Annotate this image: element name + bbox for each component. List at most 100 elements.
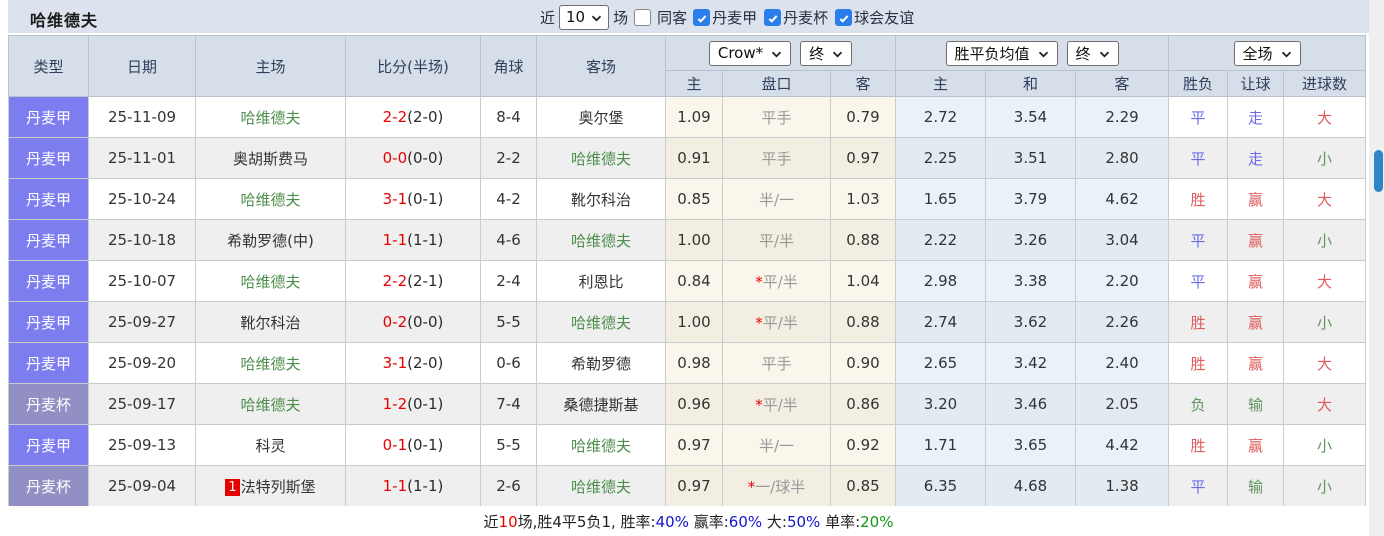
avg-home-cell: 2.98 bbox=[895, 260, 986, 302]
date-cell: 25-10-24 bbox=[88, 178, 196, 220]
scrollbar-thumb[interactable] bbox=[1374, 150, 1383, 192]
score-cell: 2-2(2-1) bbox=[345, 260, 481, 302]
scope-value: 全场 bbox=[1242, 44, 1273, 63]
result-cell: 平 bbox=[1168, 465, 1229, 507]
date-cell: 25-09-17 bbox=[88, 383, 196, 425]
home-team-name: 哈维德夫 bbox=[240, 272, 301, 291]
corner-cell: 5-5 bbox=[480, 424, 537, 466]
away-team-name: 靴尔科治 bbox=[570, 190, 631, 209]
handicap-cell: 半/一 bbox=[722, 178, 831, 220]
sub-header-result: 胜负 bbox=[1168, 70, 1229, 97]
corner-cell: 2-6 bbox=[480, 465, 537, 507]
handicap-result-cell: 赢 bbox=[1227, 219, 1285, 261]
scope-select[interactable]: 全场 bbox=[1233, 40, 1301, 66]
avg-draw-cell: 3.26 bbox=[985, 219, 1076, 261]
average-time-select[interactable]: 终 bbox=[1066, 40, 1119, 66]
odds-home-cell: 1.00 bbox=[665, 219, 723, 261]
match-type-cell: 丹麦甲 bbox=[8, 342, 89, 384]
table-row: 丹麦甲 25-10-18 希勒罗德(中) 1-1(1-1) 4-6 哈维德夫 1… bbox=[8, 219, 1367, 261]
full-time-score: 1-1 bbox=[382, 231, 408, 249]
league-checkbox[interactable] bbox=[693, 8, 711, 26]
chevron-down-icon bbox=[591, 8, 602, 26]
odds-time-select[interactable]: 终 bbox=[800, 40, 853, 66]
league-checkbox[interactable] bbox=[835, 8, 853, 26]
handicap-result-cell: 走 bbox=[1227, 137, 1285, 179]
chevron-down-icon bbox=[1038, 44, 1049, 62]
odds-company-value: Crow* bbox=[717, 44, 764, 62]
home-team-name: 奥胡斯费马 bbox=[232, 149, 308, 168]
avg-away-cell: 2.05 bbox=[1074, 383, 1170, 425]
score-cell: 3-1(0-1) bbox=[345, 178, 481, 220]
handicap-value: 半/一 bbox=[758, 190, 795, 209]
recent-label: 近 bbox=[540, 8, 556, 27]
date-cell: 25-10-18 bbox=[88, 219, 196, 261]
odds-company-select[interactable]: Crow* bbox=[708, 40, 792, 66]
home-team-cell: 哈维德夫 bbox=[195, 260, 346, 302]
full-time-score: 1-1 bbox=[382, 477, 408, 495]
avg-home-cell: 2.65 bbox=[895, 342, 986, 384]
average-odds-group: 胜平负均值 终 bbox=[894, 35, 1170, 71]
odds-away-cell: 0.88 bbox=[830, 219, 896, 261]
same-opponent-checkbox[interactable] bbox=[634, 8, 652, 26]
summary-footer: 近10场,胜4平5负1, 胜率:40% 赢率:60% 大:50% 单率:20% bbox=[8, 506, 1369, 536]
score-cell: 1-1(1-1) bbox=[345, 465, 481, 507]
odds-away-cell: 0.86 bbox=[830, 383, 896, 425]
handicap-result-cell: 输 bbox=[1227, 383, 1285, 425]
date-cell: 25-09-04 bbox=[88, 465, 196, 507]
odds-away-cell: 1.04 bbox=[830, 260, 896, 302]
result-cell: 胜 bbox=[1168, 342, 1229, 384]
full-time-score: 2-2 bbox=[382, 108, 408, 126]
full-time-score: 3-1 bbox=[382, 190, 408, 208]
handicap-value: 一/球半 bbox=[755, 477, 806, 496]
handicap-result-cell: 赢 bbox=[1227, 342, 1285, 384]
result-cell: 胜 bbox=[1168, 301, 1229, 343]
handicap-cell: *平/半 bbox=[722, 260, 831, 302]
avg-home-cell: 6.35 bbox=[895, 465, 986, 507]
away-team-cell: 希勒罗德 bbox=[536, 342, 666, 384]
half-time-score: (0-1) bbox=[407, 436, 444, 454]
home-team-name: 法特列斯堡 bbox=[240, 477, 316, 496]
sub-header-avg-draw: 和 bbox=[985, 70, 1076, 97]
home-team-cell: 哈维德夫 bbox=[195, 383, 346, 425]
handicap-cell: *平/半 bbox=[722, 301, 831, 343]
odds-away-cell: 0.97 bbox=[830, 137, 896, 179]
half-time-score: (0-1) bbox=[407, 190, 444, 208]
scrollbar-track[interactable] bbox=[1369, 0, 1384, 536]
recent-count-select[interactable]: 10 bbox=[559, 4, 610, 30]
corner-cell: 2-2 bbox=[480, 137, 537, 179]
odds-home-cell: 0.84 bbox=[665, 260, 723, 302]
result-cell: 平 bbox=[1168, 260, 1229, 302]
home-team-cell: 奥胡斯费马 bbox=[195, 137, 346, 179]
home-team-cell: 1 法特列斯堡 bbox=[195, 465, 346, 507]
odds-away-cell: 0.92 bbox=[830, 424, 896, 466]
half-time-score: (2-1) bbox=[407, 272, 444, 290]
home-team-cell: 哈维德夫 bbox=[195, 178, 346, 220]
col-header-score: 比分(半场) bbox=[345, 35, 481, 97]
full-time-score: 0-0 bbox=[382, 149, 408, 167]
sub-header-odds-away: 客 bbox=[830, 70, 896, 97]
summary-part: 大: bbox=[762, 513, 787, 531]
match-table-body: 丹麦甲 25-11-09 哈维德夫 2-2(2-0) 8-4 奥尔堡 1.09 … bbox=[8, 96, 1367, 507]
sub-header-odds-home: 主 bbox=[665, 70, 723, 97]
avg-away-cell: 2.26 bbox=[1074, 301, 1170, 343]
match-type-cell: 丹麦甲 bbox=[8, 260, 89, 302]
odds-home-cell: 0.98 bbox=[665, 342, 723, 384]
col-header-home: 主场 bbox=[195, 35, 346, 97]
average-type-select[interactable]: 胜平负均值 bbox=[945, 40, 1058, 66]
avg-draw-cell: 3.62 bbox=[985, 301, 1076, 343]
result-cell: 负 bbox=[1168, 383, 1229, 425]
league-checkbox[interactable] bbox=[764, 8, 782, 26]
handicap-value: 平/半 bbox=[758, 231, 795, 250]
summary-part: 40% bbox=[655, 513, 689, 531]
full-time-score: 0-1 bbox=[382, 436, 408, 454]
home-team-cell: 靴尔科治 bbox=[195, 301, 346, 343]
goals-result-cell: 小 bbox=[1283, 137, 1367, 179]
date-cell: 25-11-01 bbox=[88, 137, 196, 179]
table-row: 丹麦甲 25-11-01 奥胡斯费马 0-0(0-0) 2-2 哈维德夫 0.9… bbox=[8, 137, 1367, 179]
summary-part: 场,胜4平5负1, 胜率: bbox=[517, 513, 656, 531]
average-time-value: 终 bbox=[1075, 44, 1091, 63]
handicap-result-cell: 赢 bbox=[1227, 424, 1285, 466]
home-team-name: 希勒罗德(中) bbox=[227, 231, 314, 250]
away-team-cell: 利恩比 bbox=[536, 260, 666, 302]
recent-count-value: 10 bbox=[566, 8, 586, 26]
